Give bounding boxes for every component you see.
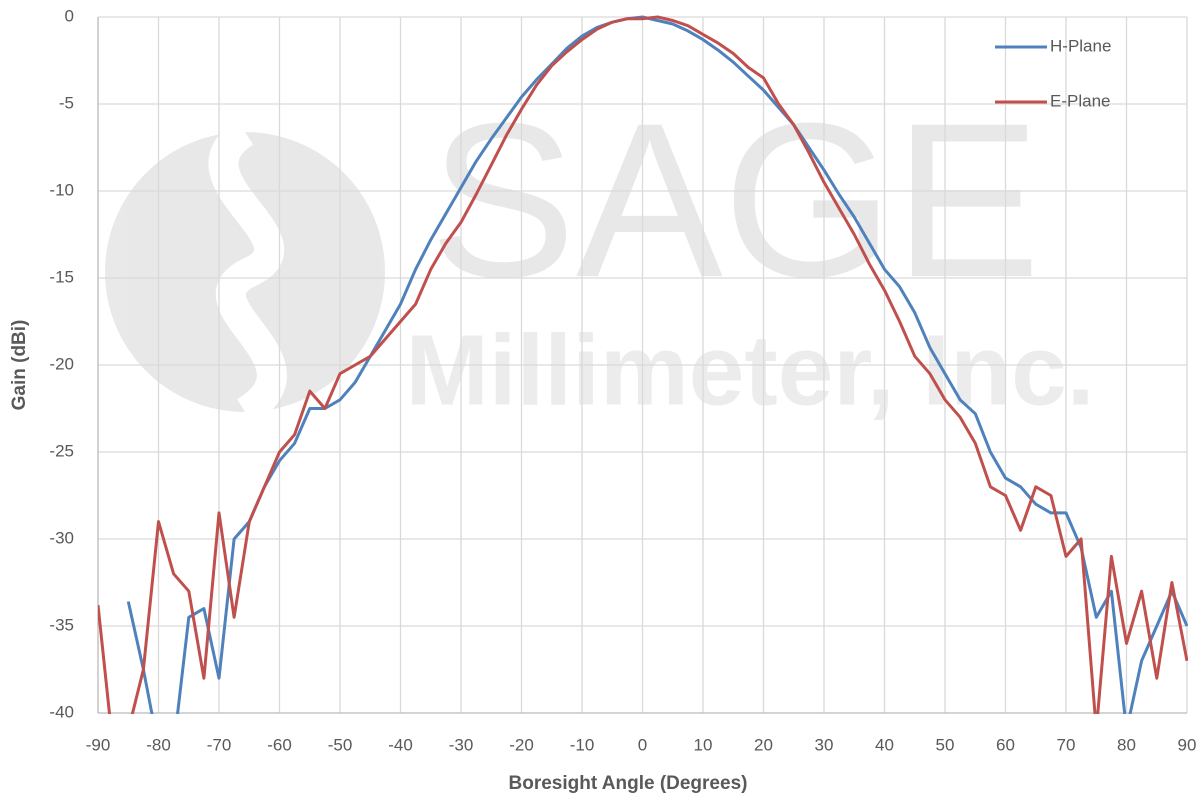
watermark: Millimeter, Inc. — [405, 314, 1094, 426]
series-line — [126, 15, 1188, 714]
y-tick-label: -35 — [49, 615, 74, 634]
x-axis-label: Boresight Angle (Degrees) — [509, 773, 748, 794]
x-tick-label: -60 — [267, 735, 292, 754]
y-axis-label: Gain (dBi) — [9, 320, 30, 411]
y-tick-label: -40 — [49, 702, 74, 721]
y-tick-label: -20 — [49, 354, 74, 373]
x-tick-label: -70 — [207, 735, 232, 754]
y-tick-label: -25 — [49, 441, 74, 460]
x-tick-label: 30 — [815, 735, 834, 754]
x-tick-label: 60 — [996, 735, 1015, 754]
x-tick-label: -10 — [570, 735, 595, 754]
legend-label: H-Plane — [1050, 36, 1111, 55]
series-line — [98, 15, 1188, 714]
y-tick-label: 0 — [65, 6, 74, 25]
x-tick-label: -90 — [86, 735, 111, 754]
y-tick-label: -30 — [49, 528, 74, 547]
x-tick-label: 70 — [1057, 735, 1076, 754]
plot-area — [98, 15, 1188, 714]
x-tick-label: -40 — [388, 735, 413, 754]
x-tick-label: 10 — [694, 735, 713, 754]
watermark-logo — [105, 119, 385, 425]
x-tick-label: -50 — [328, 735, 353, 754]
y-tick-label: -5 — [59, 93, 74, 112]
x-tick-label: -30 — [449, 735, 474, 754]
x-tick-label: 80 — [1117, 735, 1136, 754]
x-tick-label: -20 — [509, 735, 534, 754]
x-tick-label: 20 — [754, 735, 773, 754]
x-tick-label: 0 — [638, 735, 647, 754]
y-tick-label: -15 — [49, 267, 74, 286]
legend-label: E-Plane — [1050, 91, 1110, 110]
x-tick-label: 90 — [1178, 735, 1197, 754]
watermark: SAGE — [429, 77, 1040, 323]
x-tick-label: 40 — [875, 735, 894, 754]
x-tick-label: 50 — [936, 735, 955, 754]
x-tick-label: -80 — [146, 735, 171, 754]
y-tick-label: -10 — [49, 180, 74, 199]
